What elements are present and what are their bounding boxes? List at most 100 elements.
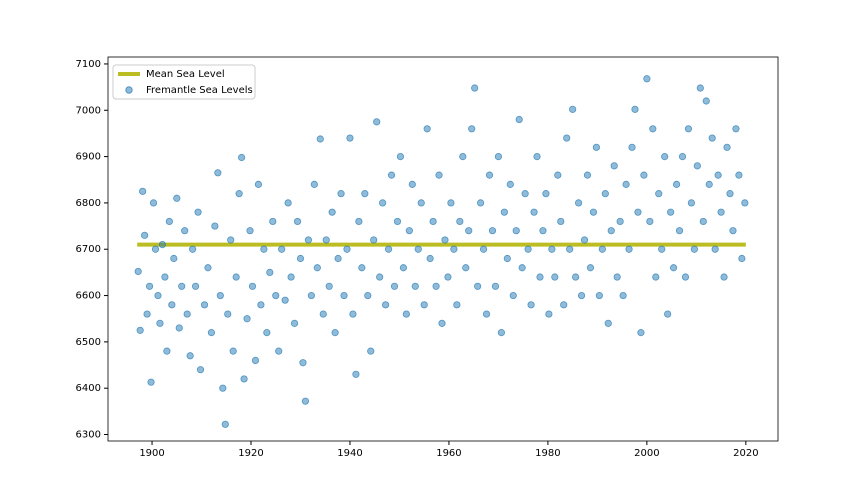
point: [346, 134, 354, 142]
point: [485, 171, 494, 179]
point: [284, 199, 292, 207]
point: [664, 310, 672, 318]
point: [512, 227, 520, 235]
point: [723, 143, 731, 151]
point: [189, 245, 197, 253]
point: [583, 171, 592, 179]
point: [646, 217, 654, 226]
point: [163, 347, 171, 355]
x-tick-label: 1940: [337, 448, 362, 459]
point: [465, 227, 473, 235]
point: [711, 245, 719, 253]
point: [655, 190, 663, 198]
point: [649, 125, 657, 133]
point: [263, 329, 271, 337]
point: [429, 217, 437, 226]
point: [453, 301, 461, 309]
point: [658, 245, 666, 253]
point: [681, 273, 690, 281]
point: [589, 208, 598, 216]
point: [741, 199, 749, 207]
point: [524, 245, 532, 253]
point: [462, 264, 470, 272]
point: [251, 356, 260, 365]
point: [482, 310, 491, 318]
point: [334, 254, 342, 263]
point: [444, 273, 452, 281]
y-tick-label: 7100: [76, 59, 101, 70]
point: [610, 162, 618, 170]
point: [216, 291, 224, 300]
point: [143, 310, 151, 318]
y-tick-label: 6600: [76, 291, 101, 302]
point: [667, 208, 675, 216]
point: [307, 291, 315, 300]
point: [625, 245, 633, 253]
point: [278, 245, 286, 253]
point: [191, 282, 200, 290]
point: [702, 97, 710, 105]
point: [441, 236, 449, 244]
point: [134, 267, 142, 276]
point: [402, 310, 410, 318]
point: [355, 217, 363, 226]
point: [343, 245, 351, 253]
point: [196, 366, 205, 374]
point: [669, 264, 678, 272]
point: [235, 190, 243, 198]
point: [361, 190, 369, 198]
point: [178, 282, 186, 290]
point: [173, 194, 181, 202]
point: [720, 273, 728, 281]
point: [266, 268, 274, 276]
point: [468, 125, 476, 133]
point: [373, 118, 381, 126]
point: [637, 329, 645, 337]
point: [183, 310, 191, 318]
point: [145, 282, 154, 290]
x-tick-label: 1960: [436, 448, 461, 459]
point: [411, 282, 419, 290]
point: [500, 208, 508, 216]
point: [601, 190, 609, 198]
point: [358, 264, 366, 272]
point: [151, 245, 160, 253]
point: [477, 199, 485, 207]
point: [732, 125, 740, 133]
point: [149, 199, 158, 207]
point: [379, 199, 387, 207]
point: [572, 273, 580, 281]
point: [200, 301, 209, 309]
point: [435, 171, 443, 179]
point: [613, 273, 621, 281]
point: [396, 152, 405, 161]
point: [165, 217, 173, 226]
point: [491, 282, 500, 290]
point: [738, 254, 746, 263]
point: [729, 227, 737, 235]
point: [156, 319, 164, 327]
point: [735, 171, 743, 179]
x-tick-label: 1980: [535, 448, 560, 459]
point: [551, 273, 559, 281]
point: [450, 245, 458, 253]
point: [438, 319, 446, 327]
point: [186, 352, 194, 360]
point: [598, 245, 606, 253]
point: [304, 236, 313, 244]
point: [269, 217, 277, 226]
point: [447, 199, 455, 207]
point: [459, 152, 467, 161]
x-tick-label: 2020: [733, 448, 758, 459]
point: [325, 282, 333, 290]
point: [708, 134, 716, 142]
point: [687, 199, 696, 207]
point: [693, 162, 701, 170]
point: [194, 208, 202, 216]
y-tick-label: 6500: [76, 337, 101, 348]
point: [494, 152, 503, 161]
y-tick-label: 6400: [76, 383, 101, 394]
point: [604, 319, 612, 327]
point: [456, 217, 464, 226]
